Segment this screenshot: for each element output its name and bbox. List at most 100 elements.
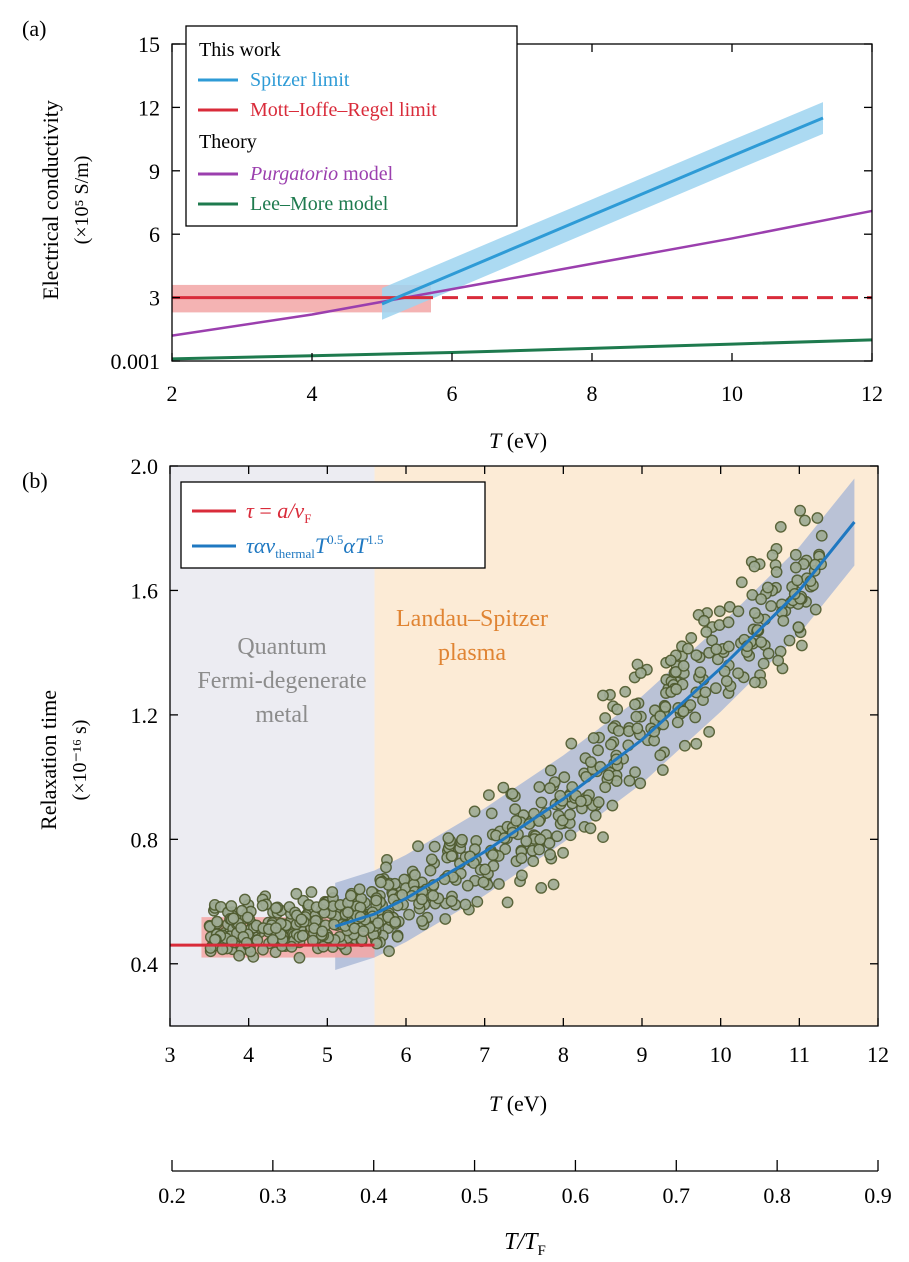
data-point [409, 869, 421, 881]
data-point [656, 764, 669, 776]
data-point [342, 906, 354, 919]
purgatorio-line [171, 209, 873, 337]
panel-b-fit-lines [170, 521, 856, 947]
data-point [690, 737, 703, 750]
data-point [732, 667, 744, 680]
data-point [789, 561, 802, 574]
secondary-axis-ticks: 0.2 0.3 0.4 0.5 0.6 0.7 0.8 0.9 [158, 1160, 892, 1208]
data-point [557, 846, 569, 859]
data-point [317, 898, 330, 911]
y-tick-label: 2.0 [131, 454, 159, 479]
spitzer-line [381, 116, 824, 306]
data-point [774, 520, 787, 533]
panel-a-frame [171, 43, 873, 362]
panel-b-ylabel-line2: (×10⁻¹⁶ s) [69, 720, 91, 801]
legend-tau-a-over-v: a/v [277, 498, 304, 523]
data-point [765, 600, 778, 612]
data-point [703, 725, 716, 738]
y-tick-label: 1.6 [131, 578, 159, 603]
data-point [669, 665, 682, 678]
data-point [326, 886, 339, 898]
panel-b-xlabel-unit: (eV) [501, 1091, 547, 1116]
x-tick-label: 11 [789, 1042, 810, 1067]
x-tick-label: 5 [322, 1042, 333, 1067]
data-point [374, 876, 387, 889]
legend-purgatorio-rest: model [338, 163, 393, 185]
data-point [296, 929, 309, 942]
data-point [699, 686, 712, 699]
data-point [241, 911, 254, 924]
sec-tick-label: 0.3 [259, 1183, 287, 1208]
secondary-axis: 0.2 0.3 0.4 0.5 0.6 0.7 0.8 0.9 T/TF [158, 1160, 892, 1259]
data-point [815, 529, 828, 542]
data-point [792, 621, 805, 634]
panel-a-plot-area [171, 102, 873, 361]
data-point [761, 581, 774, 594]
data-point [316, 925, 329, 938]
data-point [720, 675, 733, 688]
y-tick-label: 6 [149, 222, 160, 247]
panel-a: (a) 0.001 3 6 9 12 15 2 4 6 8 10 12 Electrical con… [22, 16, 883, 453]
data-point [493, 878, 505, 890]
data-point [266, 933, 279, 946]
data-point [285, 940, 298, 953]
data-point [445, 895, 458, 907]
panel-a-ylabel-line2: (×10⁵ S/m) [71, 156, 93, 245]
data-point [479, 863, 491, 876]
x-tick-label: 3 [165, 1042, 176, 1067]
data-point [755, 636, 768, 649]
x-tick-label: 4 [307, 381, 318, 406]
legend-label-tau-thermal: ταvthermalT0.5αT1.5 [246, 532, 383, 561]
data-point [564, 808, 576, 821]
panel-a-xlabel-var: T [489, 428, 503, 453]
data-point [791, 574, 804, 587]
data-point [510, 814, 523, 827]
sec-tick-label: 0.5 [461, 1183, 489, 1208]
legend-thermal-sym: ταv [246, 533, 275, 558]
secondary-axis-label-sub: F [538, 1243, 546, 1259]
legend-label-mir: Mott–Ioffe–Regel limit [250, 99, 437, 121]
panel-a-label: (a) [22, 16, 46, 41]
data-point [670, 683, 683, 696]
data-point [461, 879, 474, 892]
data-point [709, 682, 722, 695]
data-point [383, 945, 395, 958]
data-point [592, 744, 604, 757]
panel-a-legend: This work Spitzer limit Mott–Ioffe–Regel… [185, 25, 518, 227]
data-point [485, 807, 498, 820]
data-point [629, 698, 641, 711]
data-point [520, 835, 533, 848]
panel-b-xlabel-var: T [489, 1091, 503, 1116]
data-point [445, 850, 458, 862]
data-point [544, 848, 556, 861]
data-point [722, 616, 735, 629]
data-point [799, 514, 811, 527]
y-tick-label: 0.4 [131, 952, 159, 977]
panel-b-legend: τ = a/vF ταvthermalT0.5αT1.5 [180, 481, 486, 569]
data-point [690, 649, 703, 662]
data-point [442, 832, 455, 844]
thermal-line [334, 521, 856, 928]
sec-tick-label: 0.4 [360, 1183, 388, 1208]
data-point [631, 722, 644, 735]
data-point [544, 782, 556, 795]
data-point [623, 774, 636, 787]
data-point [424, 864, 437, 877]
data-point [544, 764, 557, 777]
y-tick-label: 0.8 [131, 827, 159, 852]
legend-tau-symbol: τ [246, 498, 255, 523]
panel-b-x-ticks: 3 4 5 6 7 8 9 10 11 12 [165, 466, 889, 1067]
legend-label-spitzer: Spitzer limit [250, 69, 350, 91]
sec-tick-label: 0.8 [763, 1183, 791, 1208]
y-tick-label: 15 [138, 32, 160, 57]
secondary-axis-label-var: T/T [504, 1229, 539, 1255]
data-point [762, 647, 775, 660]
data-point [225, 900, 238, 912]
data-point [611, 703, 624, 716]
data-point [589, 809, 602, 822]
data-point [789, 548, 802, 561]
data-point [353, 883, 366, 896]
data-point [428, 840, 441, 853]
data-point [209, 933, 221, 946]
data-point [777, 614, 790, 627]
